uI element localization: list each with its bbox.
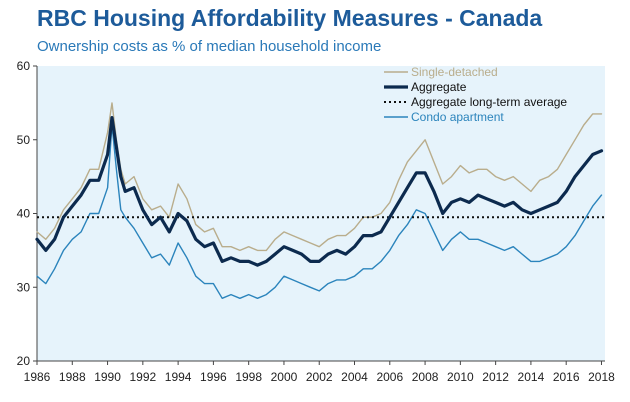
chart-subtitle: Ownership costs as % of median household… <box>37 38 382 55</box>
legend-label: Single-detached <box>411 65 498 79</box>
x-tick-label: 1994 <box>165 370 192 384</box>
plot-area <box>37 66 605 361</box>
x-tick-label: 2008 <box>412 370 439 384</box>
x-tick-label: 1996 <box>200 370 227 384</box>
x-tick-label: 1992 <box>129 370 156 384</box>
x-tick-label: 2000 <box>271 370 298 384</box>
x-tick-label: 1986 <box>24 370 51 384</box>
series-line-aggregate <box>35 115 604 267</box>
y-tick-label: 50 <box>17 133 31 147</box>
x-tick-label: 2002 <box>306 370 333 384</box>
chart-title: RBC Housing Affordability Measures - Can… <box>37 5 543 31</box>
x-tick-label: 2016 <box>553 370 580 384</box>
legend-label: Aggregate long-term average <box>411 95 567 109</box>
x-tick-label: 1988 <box>59 370 86 384</box>
x-tick-label: 2006 <box>376 370 403 384</box>
x-axis: 1986 1988 1990 1992 1994 1996 1998 2000 2002 2004… <box>24 360 615 384</box>
x-tick-label: 2014 <box>518 370 545 384</box>
series-group <box>35 102 605 299</box>
y-tick-label: 20 <box>17 354 31 368</box>
x-tick-label: 1990 <box>94 370 121 384</box>
x-tick-label: 2010 <box>447 370 474 384</box>
y-tick-label: 60 <box>17 59 31 73</box>
legend-label: Condo apartment <box>411 110 504 124</box>
x-tick-label: 1998 <box>235 370 262 384</box>
x-tick-label: 2004 <box>341 370 368 384</box>
x-tick-label: 2012 <box>482 370 509 384</box>
x-tick-label: 2018 <box>588 370 615 384</box>
legend-label: Aggregate <box>411 80 467 94</box>
y-axis: 20 30 40 50 60 <box>17 59 38 368</box>
y-tick-label: 30 <box>17 280 31 294</box>
series-line-condo-apartment <box>36 124 603 299</box>
y-tick-label: 40 <box>17 207 31 221</box>
